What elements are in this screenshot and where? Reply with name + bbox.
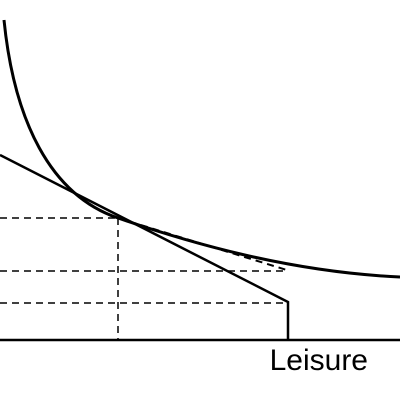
x-axis-label: Leisure [270, 344, 368, 377]
budget-line [0, 153, 290, 340]
indifference-curve [2, 19, 400, 279]
guides [0, 217, 291, 340]
